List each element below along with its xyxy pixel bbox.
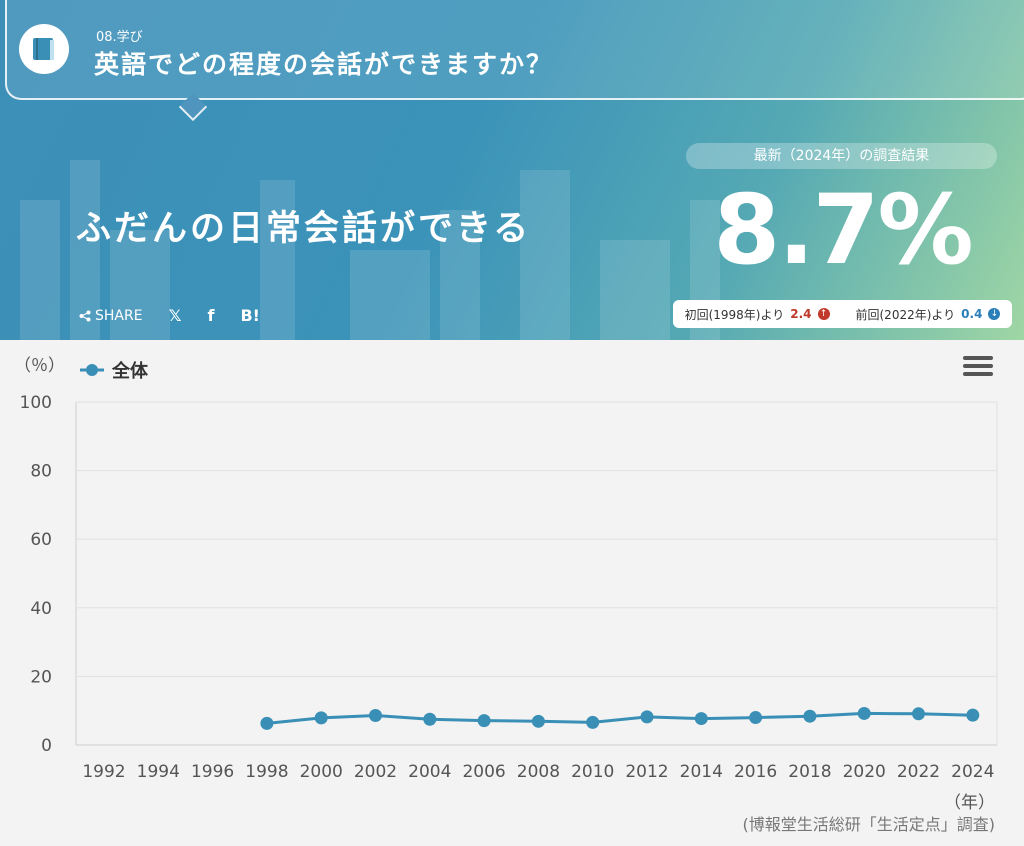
x-tick-label: 2014: [680, 762, 723, 782]
data-point: [586, 715, 600, 729]
x-tick-label: 1992: [82, 762, 125, 782]
data-point: [749, 711, 763, 725]
series-points: [260, 706, 980, 730]
x-tick-label: 1994: [137, 762, 180, 782]
x-tick-label: 2004: [408, 762, 451, 782]
x-tick-label: 2022: [897, 762, 940, 782]
line-chart: （％） 全体 0 20 40 60 80 100 1992 1994 1996 1998 2000…: [14, 356, 998, 834]
x-tick-label: 2000: [300, 762, 343, 782]
data-point: [314, 711, 328, 725]
y-tick-label: 80: [30, 462, 52, 482]
x-share-button[interactable]: 𝕏: [168, 306, 182, 325]
facebook-share-button[interactable]: f: [207, 306, 215, 325]
x-tick-label: 2016: [734, 762, 777, 782]
y-tick-label: 40: [30, 599, 52, 619]
data-point: [369, 709, 382, 723]
y-tick-label: 20: [30, 667, 52, 687]
previous-diff-label: 前回(2022年)より: [855, 307, 956, 322]
first-diff-label: 初回(1998年)より: [684, 307, 785, 322]
share-icon: [79, 310, 91, 321]
x-tick-label: 1996: [191, 762, 234, 782]
x-tick-label: 2002: [354, 762, 397, 782]
x-axis-ticks: 1992 1994 1996 1998 2000 2002 2004 2006 2008 2010…: [82, 762, 994, 782]
x-tick-label: 2020: [843, 762, 886, 782]
share-label: SHARE: [95, 307, 143, 324]
x-tick-label: 2008: [517, 762, 560, 782]
x-tick-label: 2018: [788, 762, 831, 782]
x-tick-label: 2010: [571, 762, 614, 782]
category-badge: [19, 24, 69, 74]
x-tick-label: 2012: [625, 762, 668, 782]
share-bar: SHARE 𝕏 f B!: [79, 306, 260, 325]
y-tick-label: 60: [30, 530, 52, 550]
x-tick-label: 2024: [951, 762, 994, 782]
hero-banner: 08.学び 英語でどの程度の会話ができますか？ ふだんの日常会話ができる SHA…: [0, 0, 1024, 340]
share-button[interactable]: SHARE: [79, 308, 143, 324]
change-summary: 初回(1998年)より 2.4 ↑ 前回(2022年)より 0.4 ↓: [673, 300, 1012, 328]
y-tick-label: 0: [41, 736, 52, 756]
data-point: [260, 716, 274, 730]
source-note: (博報堂生活総研「生活定点」調査): [743, 815, 996, 834]
data-point: [966, 708, 980, 722]
y-axis-ticks: 0 20 40 60 80 100: [20, 393, 52, 756]
x-tick-label: 2006: [462, 762, 505, 782]
city-skyline-decoration: [20, 160, 720, 340]
data-point: [477, 714, 491, 728]
x-axis-unit-label: （年）: [944, 793, 995, 813]
first-diff-value: 2.4: [790, 307, 812, 321]
data-point: [912, 707, 925, 721]
x-tick-label: 1998: [245, 762, 288, 782]
data-point: [694, 712, 708, 726]
y-axis-unit-label: （％）: [14, 356, 65, 376]
category-label: 08.学び: [96, 30, 143, 45]
arrow-down-icon: ↓: [988, 308, 1001, 320]
data-point: [857, 706, 871, 720]
legend-series-label: 全体: [111, 360, 149, 382]
data-point: [640, 710, 654, 724]
legend-marker-swatch: [86, 364, 98, 376]
question-title: 英語でどの程度の会話ができますか？: [94, 50, 554, 79]
hamburger-menu-icon[interactable]: [963, 356, 993, 378]
latest-result-label: 最新（2024年）の調査結果: [686, 143, 997, 169]
hatena-bookmark-button[interactable]: B!: [240, 306, 260, 325]
latest-result-value: 8.7%: [713, 174, 973, 286]
series-line-all: [266, 711, 973, 725]
book-icon: [33, 38, 54, 60]
grid: [75, 401, 998, 746]
data-point: [803, 709, 817, 723]
question-bubble: [5, 0, 1024, 100]
y-tick-label: 100: [20, 393, 52, 413]
arrow-up-icon: ↑: [817, 308, 830, 320]
data-point: [423, 712, 437, 726]
previous-diff-value: 0.4: [961, 307, 983, 321]
answer-headline: ふだんの日常会話ができる: [76, 209, 532, 249]
data-point: [531, 714, 545, 728]
